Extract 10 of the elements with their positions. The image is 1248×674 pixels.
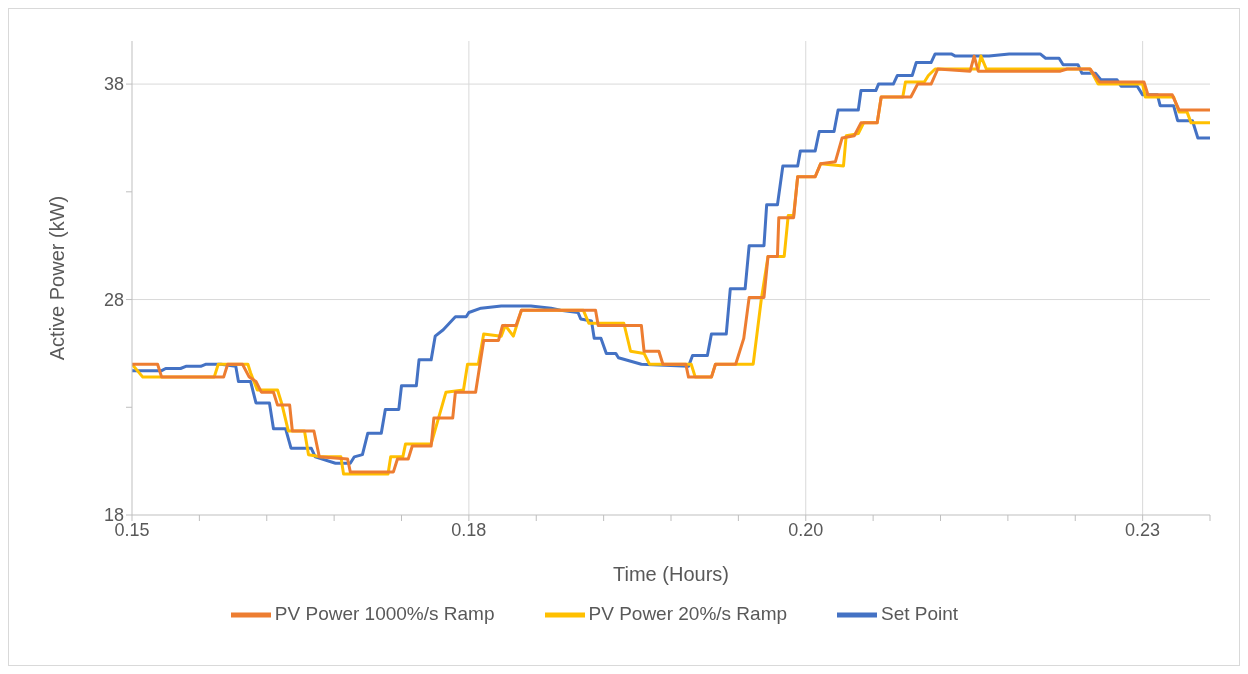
- y-tick-label: 38: [103, 74, 124, 95]
- x-axis-title: Time (Hours): [613, 563, 729, 585]
- x-tick-label: 0.18: [451, 519, 487, 540]
- legend-label: Set Point: [881, 603, 959, 625]
- legend-label: PV Power 20%/s Ramp: [588, 603, 788, 625]
- x-tick-label: 0.20: [788, 519, 824, 540]
- x-tick-label: 0.23: [1125, 519, 1161, 540]
- legend-label: PV Power 1000%/s Ramp: [274, 603, 495, 625]
- y-tick-label: 28: [103, 289, 124, 310]
- y-axis-title: Active Power (kW): [46, 195, 69, 361]
